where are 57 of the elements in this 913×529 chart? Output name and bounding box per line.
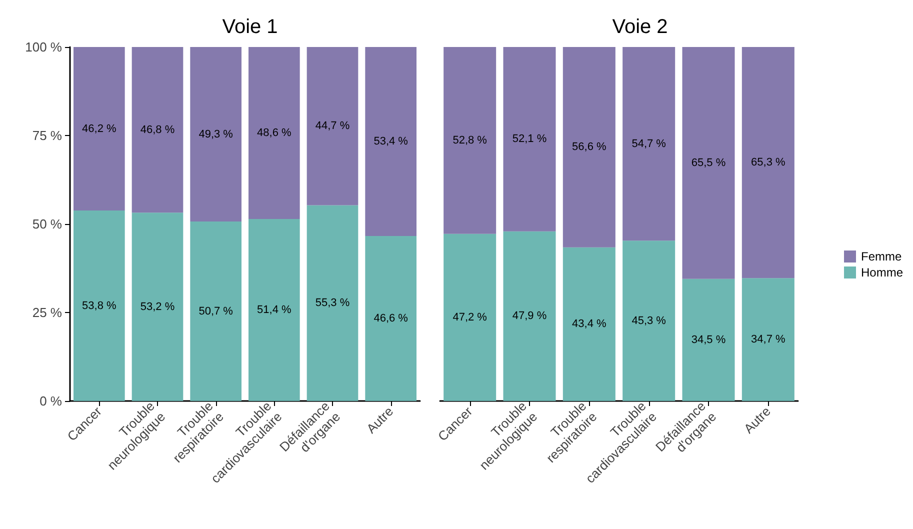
- data-label: 46,6 %: [374, 312, 408, 325]
- bar: [503, 231, 556, 401]
- y-tick-label: 0 %: [40, 394, 62, 408]
- bar: [503, 47, 556, 232]
- data-label: 65,5 %: [691, 156, 726, 169]
- bar: [742, 278, 794, 401]
- bar: [622, 240, 676, 401]
- bar: [682, 47, 735, 279]
- bar: [74, 47, 125, 211]
- bar: [562, 47, 616, 248]
- bar: [562, 247, 616, 401]
- bar: [365, 236, 416, 401]
- data-label: 45,3 %: [632, 314, 666, 327]
- bar: [132, 212, 184, 401]
- data-label: 49,3 %: [198, 128, 234, 140]
- data-label: 65,3 %: [751, 156, 786, 169]
- data-label: 34,7 %: [751, 334, 786, 346]
- bar: [622, 47, 676, 241]
- bar: [248, 47, 300, 220]
- data-label: 55,3 %: [315, 297, 350, 310]
- data-label: 34,5 %: [691, 334, 726, 346]
- chart-title: Voie 2: [612, 16, 668, 38]
- bar: [306, 205, 358, 401]
- y-tick-label: 25 %: [32, 305, 62, 320]
- data-label: 47,9 %: [512, 310, 547, 322]
- y-tick-label: 100 %: [25, 40, 62, 54]
- data-label: 46,8 %: [140, 124, 175, 136]
- y-tick-label: 75 %: [32, 128, 62, 143]
- legend-label: Homme: [860, 266, 904, 280]
- bar: [306, 47, 358, 206]
- bar: [74, 210, 125, 401]
- bar: [444, 47, 496, 234]
- data-label: 46,2 %: [82, 122, 117, 135]
- data-label: 50,7 %: [198, 305, 234, 318]
- chart-title: Voie 1: [222, 16, 278, 38]
- bar: [190, 222, 242, 401]
- bar: [682, 278, 735, 401]
- data-label: 47,2 %: [452, 311, 488, 324]
- bar: [444, 234, 496, 401]
- data-label: 53,8 %: [82, 300, 117, 312]
- data-label: 51,4 %: [257, 304, 292, 316]
- data-label: 43,4 %: [572, 318, 607, 330]
- data-label: 54,7 %: [632, 138, 666, 150]
- data-label: 53,2 %: [140, 300, 175, 313]
- bar: [132, 47, 184, 213]
- bar: [248, 219, 300, 401]
- data-label: 53,4 %: [374, 136, 408, 148]
- bar: [190, 47, 242, 222]
- y-tick-label: 50 %: [32, 216, 62, 232]
- data-label: 52,1 %: [512, 133, 547, 146]
- legend-label: Femme: [860, 250, 902, 264]
- bar: [365, 47, 416, 236]
- bar: [742, 47, 794, 278]
- data-label: 56,6 %: [572, 141, 607, 154]
- data-label: 44,7 %: [315, 120, 350, 132]
- data-label: 52,8 %: [452, 134, 488, 146]
- data-label: 48,6 %: [257, 127, 292, 140]
